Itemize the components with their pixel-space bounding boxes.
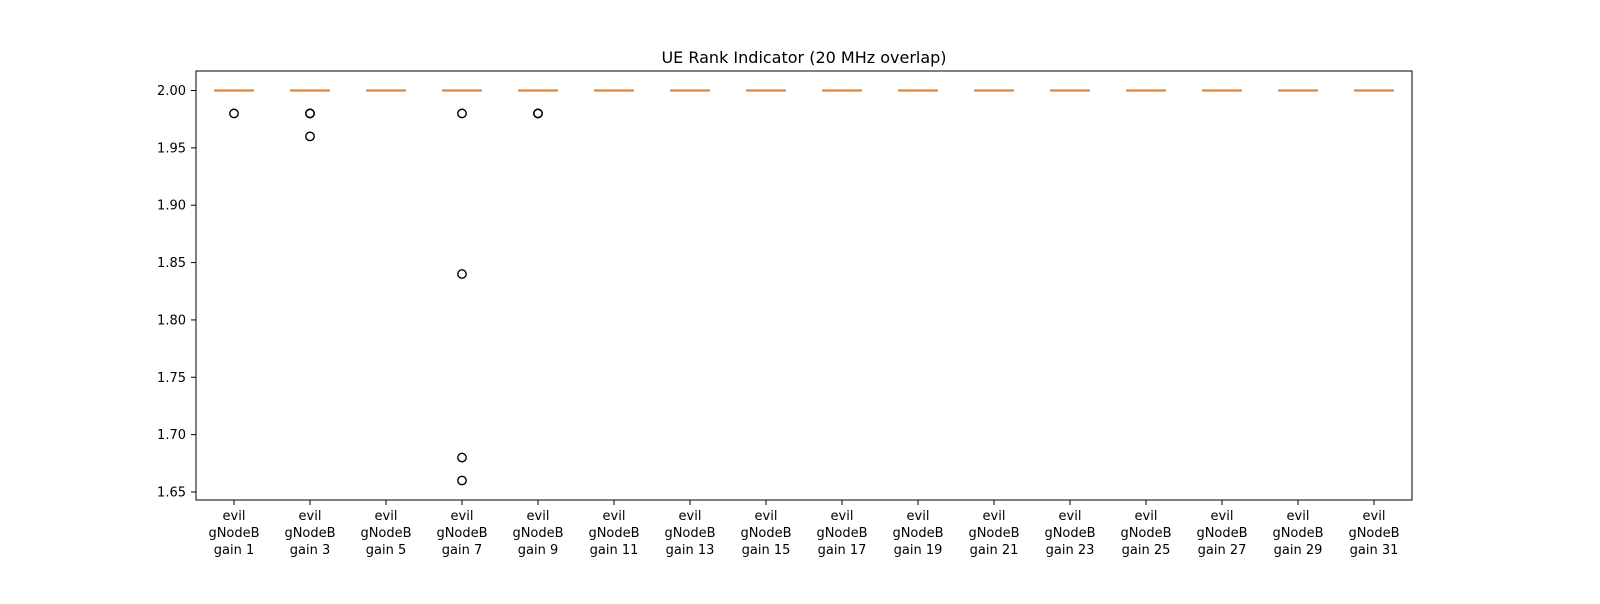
box-group xyxy=(290,89,330,142)
x-tick-label: evil gNodeB gain 25 xyxy=(1120,509,1171,558)
x-tick-label: evil gNodeB gain 9 xyxy=(512,509,563,558)
box-group xyxy=(442,89,482,486)
x-tick-label: evil gNodeB gain 19 xyxy=(892,509,943,558)
x-tick-label: evil gNodeB gain 29 xyxy=(1272,509,1323,558)
outlier-point xyxy=(229,108,239,119)
box-group xyxy=(214,89,254,119)
x-tick-label: evil gNodeB gain 15 xyxy=(740,509,791,558)
box-group xyxy=(1354,89,1394,92)
outlier-point xyxy=(457,452,467,463)
axes-frame xyxy=(195,70,1413,501)
box-group xyxy=(1126,89,1166,92)
box-group xyxy=(822,89,862,92)
x-tick-label: evil gNodeB gain 3 xyxy=(284,509,335,558)
x-tick-label: evil gNodeB gain 31 xyxy=(1348,509,1399,558)
box-group xyxy=(594,89,634,92)
y-tick-label: 1.80 xyxy=(157,313,186,328)
outlier-point xyxy=(305,131,315,142)
box-group xyxy=(1278,89,1318,92)
box-group xyxy=(974,89,1014,92)
x-axis: evil gNodeB gain 1 evil gNodeB gain 3 evil gNod… xyxy=(208,500,1400,558)
y-tick-label: 1.65 xyxy=(157,485,186,500)
x-tick-label: evil gNodeB gain 21 xyxy=(968,509,1019,558)
x-tick-label: evil gNodeB gain 13 xyxy=(664,509,715,558)
box-group xyxy=(670,89,710,92)
box-group xyxy=(1050,89,1090,92)
y-tick-label: 1.75 xyxy=(157,371,186,386)
box-group xyxy=(518,89,558,119)
outlier-point xyxy=(457,475,467,486)
outlier-point xyxy=(533,108,543,119)
box-group xyxy=(1202,89,1242,92)
x-tick-label: evil gNodeB gain 1 xyxy=(208,509,259,558)
x-tick-label: evil gNodeB gain 17 xyxy=(816,509,867,558)
y-tick-label: 1.90 xyxy=(157,199,186,214)
box-group xyxy=(746,89,786,92)
x-tick-label: evil gNodeB gain 27 xyxy=(1196,509,1247,558)
y-tick-label: 2.00 xyxy=(157,84,186,99)
outlier-point xyxy=(305,108,315,119)
box-group xyxy=(366,89,406,92)
x-tick-label: evil gNodeB gain 23 xyxy=(1044,509,1095,558)
outlier-point xyxy=(457,108,467,119)
plot-area xyxy=(214,89,1394,486)
x-tick-label: evil gNodeB gain 5 xyxy=(360,509,411,558)
outlier-point xyxy=(457,269,467,279)
y-axis: 1.65 1.70 1.75 1.80 1.85 1.90 1.95 2.00 xyxy=(157,84,196,500)
chart-title: UE Rank Indicator (20 MHz overlap) xyxy=(661,48,946,67)
x-tick-label: evil gNodeB gain 11 xyxy=(588,509,639,558)
box-group xyxy=(898,89,938,92)
y-tick-label: 1.70 xyxy=(157,428,186,443)
x-tick-label: evil gNodeB gain 7 xyxy=(436,509,487,558)
y-tick-label: 1.95 xyxy=(157,141,186,156)
y-tick-label: 1.85 xyxy=(157,256,186,271)
